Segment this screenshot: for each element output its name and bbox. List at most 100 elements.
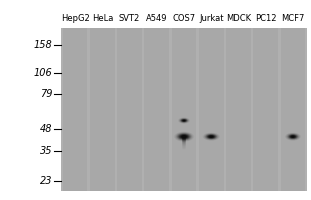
Ellipse shape (177, 133, 191, 140)
Ellipse shape (207, 135, 215, 138)
Text: 48: 48 (40, 124, 52, 134)
Ellipse shape (183, 136, 185, 137)
Ellipse shape (182, 136, 186, 138)
Ellipse shape (182, 139, 186, 140)
Ellipse shape (288, 134, 298, 139)
Text: 106: 106 (34, 68, 52, 78)
Ellipse shape (182, 136, 186, 138)
FancyBboxPatch shape (172, 28, 196, 191)
Ellipse shape (177, 133, 191, 140)
Ellipse shape (290, 135, 296, 138)
Ellipse shape (181, 119, 188, 122)
FancyBboxPatch shape (281, 28, 305, 191)
Ellipse shape (182, 119, 186, 122)
FancyBboxPatch shape (199, 28, 224, 191)
Ellipse shape (182, 138, 186, 139)
Text: MDCK: MDCK (226, 14, 251, 23)
Ellipse shape (182, 142, 186, 143)
Ellipse shape (182, 141, 186, 142)
FancyBboxPatch shape (144, 28, 169, 191)
Ellipse shape (181, 119, 187, 122)
Ellipse shape (290, 135, 296, 138)
Ellipse shape (290, 135, 295, 138)
Ellipse shape (179, 134, 189, 139)
Ellipse shape (210, 136, 212, 137)
Ellipse shape (180, 135, 188, 139)
Ellipse shape (178, 133, 190, 140)
Ellipse shape (180, 119, 188, 122)
Ellipse shape (180, 119, 188, 122)
Ellipse shape (292, 136, 294, 137)
Ellipse shape (209, 136, 213, 137)
Ellipse shape (178, 134, 190, 140)
Ellipse shape (181, 135, 187, 138)
Ellipse shape (289, 134, 297, 139)
Ellipse shape (288, 134, 297, 139)
Text: A549: A549 (146, 14, 168, 23)
Text: 23: 23 (40, 176, 52, 186)
Ellipse shape (205, 134, 217, 139)
FancyBboxPatch shape (63, 28, 87, 191)
Ellipse shape (207, 135, 215, 138)
Text: 158: 158 (34, 40, 52, 50)
Ellipse shape (206, 134, 216, 139)
Ellipse shape (183, 120, 185, 121)
Ellipse shape (181, 135, 187, 138)
Ellipse shape (290, 135, 296, 138)
Ellipse shape (182, 119, 187, 122)
FancyBboxPatch shape (62, 28, 307, 191)
FancyBboxPatch shape (90, 28, 115, 191)
Ellipse shape (182, 140, 186, 142)
Text: 79: 79 (40, 89, 52, 99)
Text: 35: 35 (40, 146, 52, 156)
Ellipse shape (206, 134, 217, 139)
FancyBboxPatch shape (226, 28, 251, 191)
Ellipse shape (179, 134, 188, 139)
Ellipse shape (206, 134, 217, 139)
Ellipse shape (288, 134, 298, 139)
Text: MCF7: MCF7 (281, 14, 304, 23)
Ellipse shape (183, 120, 185, 121)
Ellipse shape (182, 140, 186, 141)
Ellipse shape (182, 143, 186, 145)
FancyBboxPatch shape (117, 28, 142, 191)
Ellipse shape (289, 135, 297, 138)
Ellipse shape (181, 119, 187, 122)
Ellipse shape (292, 136, 294, 137)
Ellipse shape (183, 120, 185, 121)
Ellipse shape (183, 136, 185, 137)
Text: COS7: COS7 (172, 14, 196, 23)
FancyBboxPatch shape (253, 28, 278, 191)
Ellipse shape (208, 135, 215, 138)
Ellipse shape (177, 133, 191, 140)
Ellipse shape (207, 135, 216, 139)
Ellipse shape (180, 118, 188, 123)
Ellipse shape (183, 136, 185, 137)
Text: Jurkat: Jurkat (199, 14, 224, 23)
Ellipse shape (207, 134, 216, 139)
Ellipse shape (182, 135, 187, 138)
Ellipse shape (182, 141, 186, 143)
Ellipse shape (208, 135, 214, 138)
Ellipse shape (182, 142, 186, 144)
Ellipse shape (182, 119, 186, 122)
Ellipse shape (182, 139, 186, 141)
Text: PC12: PC12 (255, 14, 276, 23)
Ellipse shape (180, 135, 188, 139)
Ellipse shape (210, 136, 213, 137)
Ellipse shape (289, 135, 297, 139)
Ellipse shape (208, 135, 214, 138)
Ellipse shape (181, 119, 187, 122)
Ellipse shape (291, 136, 294, 137)
Ellipse shape (291, 136, 295, 137)
Ellipse shape (182, 138, 186, 140)
Text: HeLa: HeLa (92, 14, 113, 23)
Ellipse shape (291, 136, 295, 138)
Ellipse shape (292, 136, 294, 137)
Ellipse shape (291, 135, 295, 138)
Ellipse shape (287, 134, 299, 139)
Ellipse shape (209, 136, 213, 138)
Ellipse shape (211, 136, 212, 137)
Ellipse shape (182, 120, 186, 122)
Ellipse shape (209, 135, 214, 138)
